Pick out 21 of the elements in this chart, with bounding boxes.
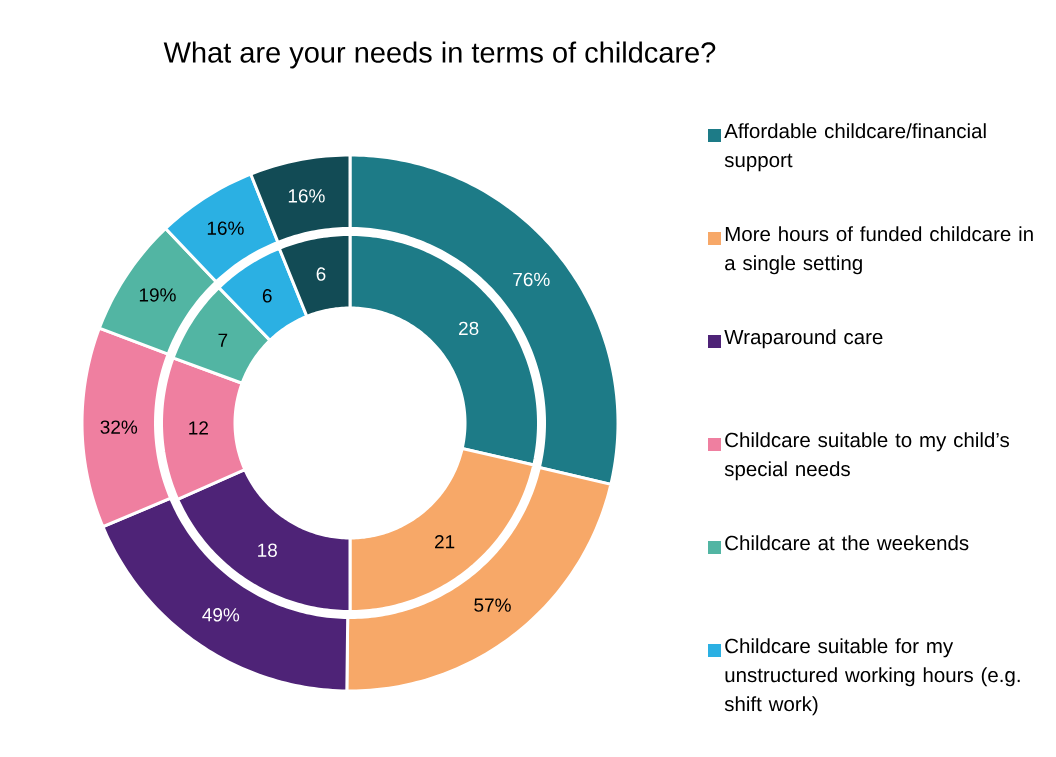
legend-label: Childcare suitable for my unstructured working hours (e.g. shift work) <box>724 638 1020 716</box>
data-label: 16% <box>288 189 325 203</box>
data-label: 32% <box>100 420 138 434</box>
data-label: 18 <box>258 543 277 557</box>
legend-label: More hours of funded childcare in a single setting <box>725 226 1033 275</box>
data-label: 28 <box>459 321 479 336</box>
data-label: 49% <box>202 608 240 622</box>
data-label: 21 <box>435 535 455 549</box>
legend-label: Childcare at the weekends <box>725 535 969 551</box>
legend-label: Wraparound care <box>724 329 883 349</box>
data-label: 16% <box>207 221 244 235</box>
chart-title: What are your needs in terms of childcare? <box>163 41 716 69</box>
data-label: 76% <box>513 272 550 287</box>
data-label: 12 <box>189 421 208 435</box>
data-label: 6 <box>316 267 326 281</box>
legend-label: Affordable childcare/financial support <box>724 123 986 172</box>
data-label: 57% <box>474 598 511 612</box>
data-label: 6 <box>262 289 272 303</box>
data-label: 19% <box>139 288 176 302</box>
data-label: 7 <box>218 333 228 347</box>
legend-label: Childcare suitable to my child’s special needs <box>724 432 1010 481</box>
